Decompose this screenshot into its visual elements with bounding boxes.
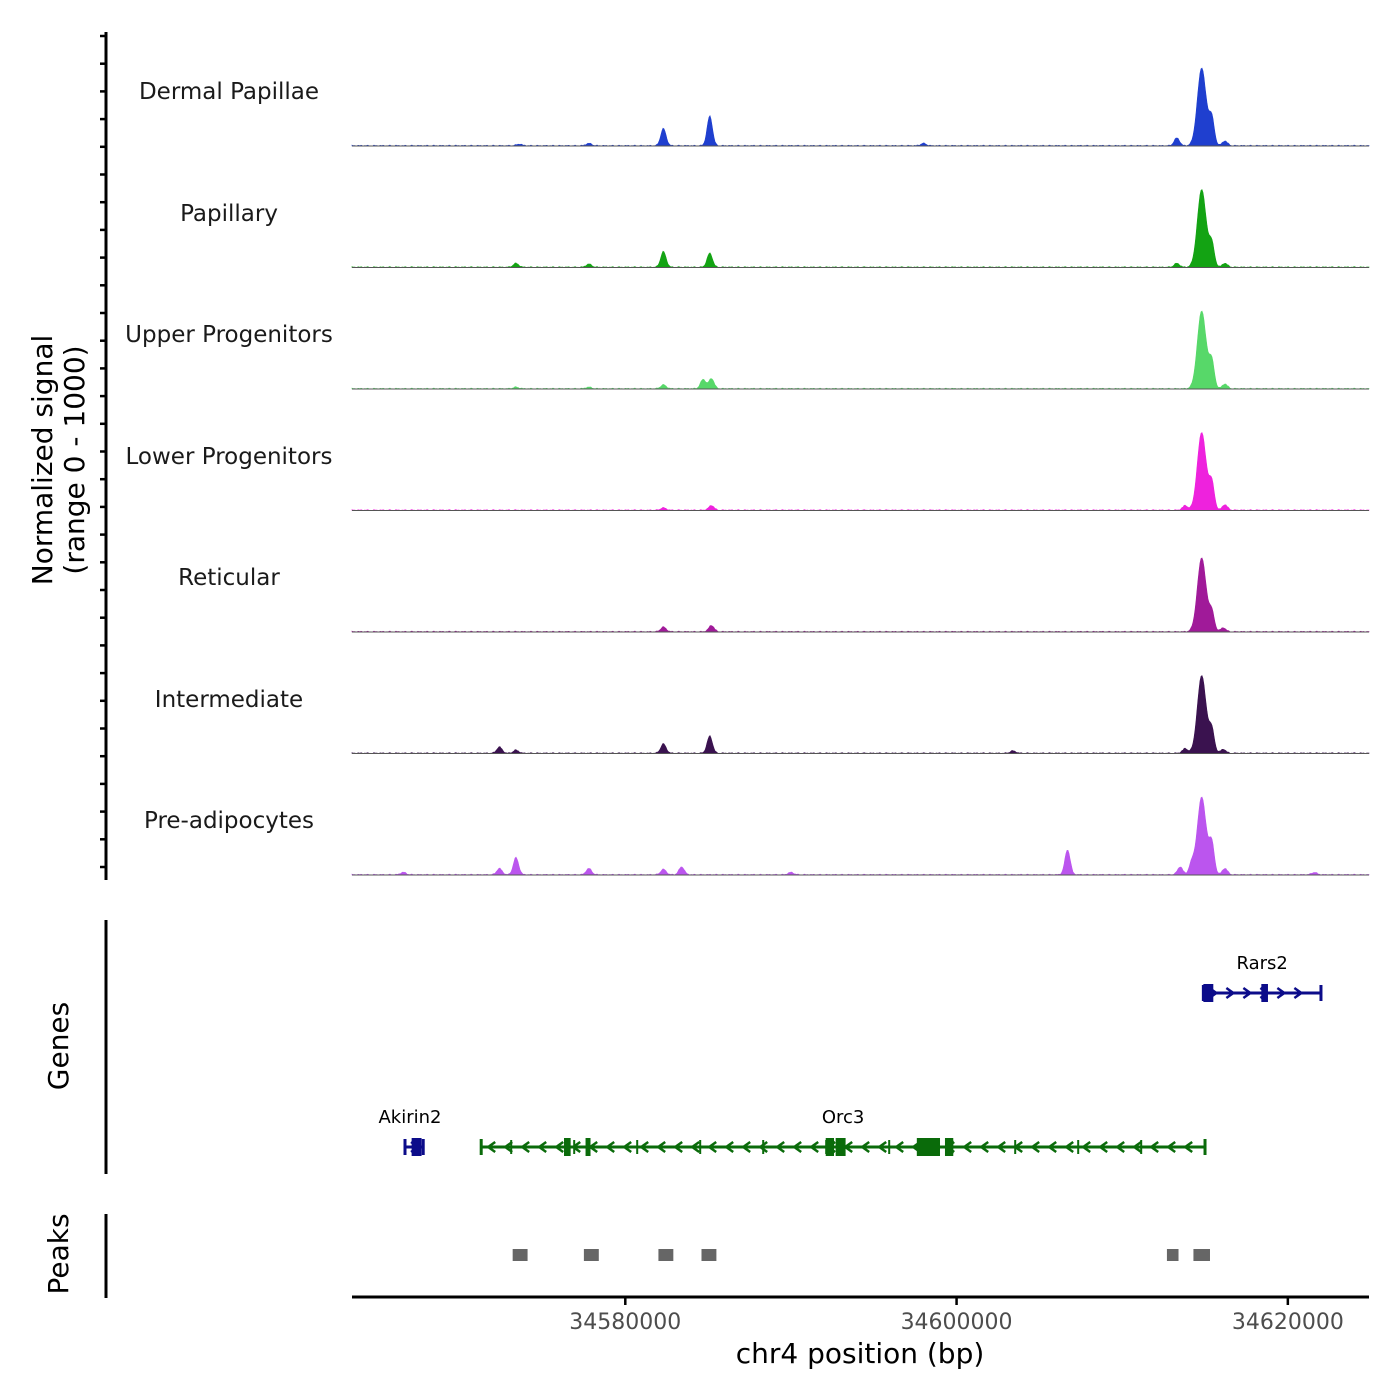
strand-arrow: [605, 1140, 615, 1154]
strand-arrow: [996, 1140, 1006, 1154]
peak-region: [512, 1249, 528, 1261]
strand-arrow: [1132, 1140, 1142, 1154]
gene-label: Orc3: [822, 1107, 865, 1128]
signal-area: [351, 675, 1370, 754]
strand-arrow: [1183, 1140, 1193, 1154]
signal-track: [351, 796, 1370, 876]
signal-track: [351, 189, 1370, 268]
y-axis-title-line2: (range 0 - 1000): [58, 345, 91, 574]
strand-arrow: [877, 1140, 887, 1154]
signal-area: [351, 310, 1370, 390]
strand-arrow: [1166, 1140, 1176, 1154]
x-tick-label: 34620000: [1232, 1310, 1344, 1335]
y-axis-title-line1: Normalized signal: [26, 335, 59, 586]
gene-model: [479, 1138, 1207, 1156]
signal-track: [351, 67, 1370, 147]
peak-region: [701, 1249, 717, 1261]
strand-arrow: [554, 1140, 564, 1154]
strand-arrow: [894, 1140, 904, 1154]
strand-arrow: [962, 1140, 972, 1154]
signal-area: [351, 432, 1370, 511]
exon-block: [835, 1138, 846, 1156]
strand-arrow: [707, 1140, 717, 1154]
peak-region: [658, 1249, 674, 1261]
strand-arrow: [979, 1140, 989, 1154]
strand-arrow: [571, 1140, 581, 1154]
exon-block: [916, 1138, 941, 1156]
strand-arrow: [1064, 1140, 1074, 1154]
genes-axis-title: Genes: [42, 1002, 75, 1090]
signal-track: [351, 310, 1370, 390]
signal-area: [351, 796, 1370, 876]
exon-block: [411, 1138, 422, 1156]
strand-arrow: [1047, 1140, 1057, 1154]
gene-label: Rars2: [1236, 953, 1287, 974]
signal-tracks: [351, 67, 1370, 876]
track-label: Upper Progenitors: [125, 322, 333, 348]
track-label: Reticular: [178, 565, 280, 591]
strand-arrow: [537, 1140, 547, 1154]
strand-arrow: [1030, 1140, 1040, 1154]
strand-arrow: [639, 1140, 649, 1154]
track-label: Dermal Papillae: [139, 79, 319, 105]
peak-region: [1166, 1249, 1179, 1261]
strand-arrow: [1149, 1140, 1159, 1154]
strand-arrow: [673, 1140, 683, 1154]
signal-area: [351, 67, 1370, 147]
strand-arrow: [656, 1140, 666, 1154]
exon-block: [825, 1138, 834, 1156]
exon-block: [564, 1138, 571, 1156]
peak-regions: [512, 1249, 1210, 1261]
strand-arrow: [809, 1140, 819, 1154]
signal-axis-ticks: [100, 34, 106, 869]
strand-arrow: [622, 1140, 632, 1154]
exon-block: [1261, 984, 1268, 1002]
strand-arrow: [1225, 986, 1236, 1000]
signal-track: [351, 557, 1370, 633]
strand-arrow: [1115, 1140, 1125, 1154]
gene-model: [1201, 984, 1323, 1002]
x-tick-label: 34580000: [569, 1310, 681, 1335]
x-axis-title: chr4 position (bp): [736, 1337, 985, 1370]
peaks-axis-title: Peaks: [42, 1213, 75, 1294]
strand-arrow: [520, 1140, 530, 1154]
strand-arrow: [1098, 1140, 1108, 1154]
track-label: Papillary: [180, 201, 278, 227]
track-label: Pre-adipocytes: [144, 808, 314, 834]
strand-arrow: [503, 1140, 513, 1154]
signal-track: [351, 675, 1370, 754]
strand-arrow: [860, 1140, 870, 1154]
strand-arrow: [1293, 986, 1304, 1000]
peak-region: [583, 1249, 599, 1261]
signal-area: [351, 189, 1370, 268]
strand-arrow: [724, 1140, 734, 1154]
strand-arrow: [758, 1140, 768, 1154]
strand-arrow: [792, 1140, 802, 1154]
track-label: Lower Progenitors: [126, 444, 333, 470]
strand-arrow: [1081, 1140, 1091, 1154]
signal-track: [351, 432, 1370, 511]
x-tick-label: 34600000: [901, 1310, 1013, 1335]
strand-arrow: [486, 1140, 496, 1154]
x-axis-ticks: [624, 1297, 1290, 1305]
exon-block: [585, 1138, 591, 1156]
gene-label: Akirin2: [378, 1107, 441, 1128]
signal-area: [351, 557, 1370, 633]
gene-annotations: [403, 984, 1323, 1156]
strand-arrow: [690, 1140, 700, 1154]
strand-arrow: [1242, 986, 1253, 1000]
peak-region: [1193, 1249, 1210, 1261]
exon-block: [944, 1138, 954, 1156]
gene-model: [403, 1138, 425, 1156]
strand-arrow: [741, 1140, 751, 1154]
exon-block: [1203, 984, 1214, 1002]
track-label: Intermediate: [155, 687, 303, 713]
strand-arrow: [775, 1140, 785, 1154]
y-axis-title: Normalized signal (range 0 - 1000): [26, 335, 91, 586]
strand-arrow: [1276, 986, 1287, 1000]
